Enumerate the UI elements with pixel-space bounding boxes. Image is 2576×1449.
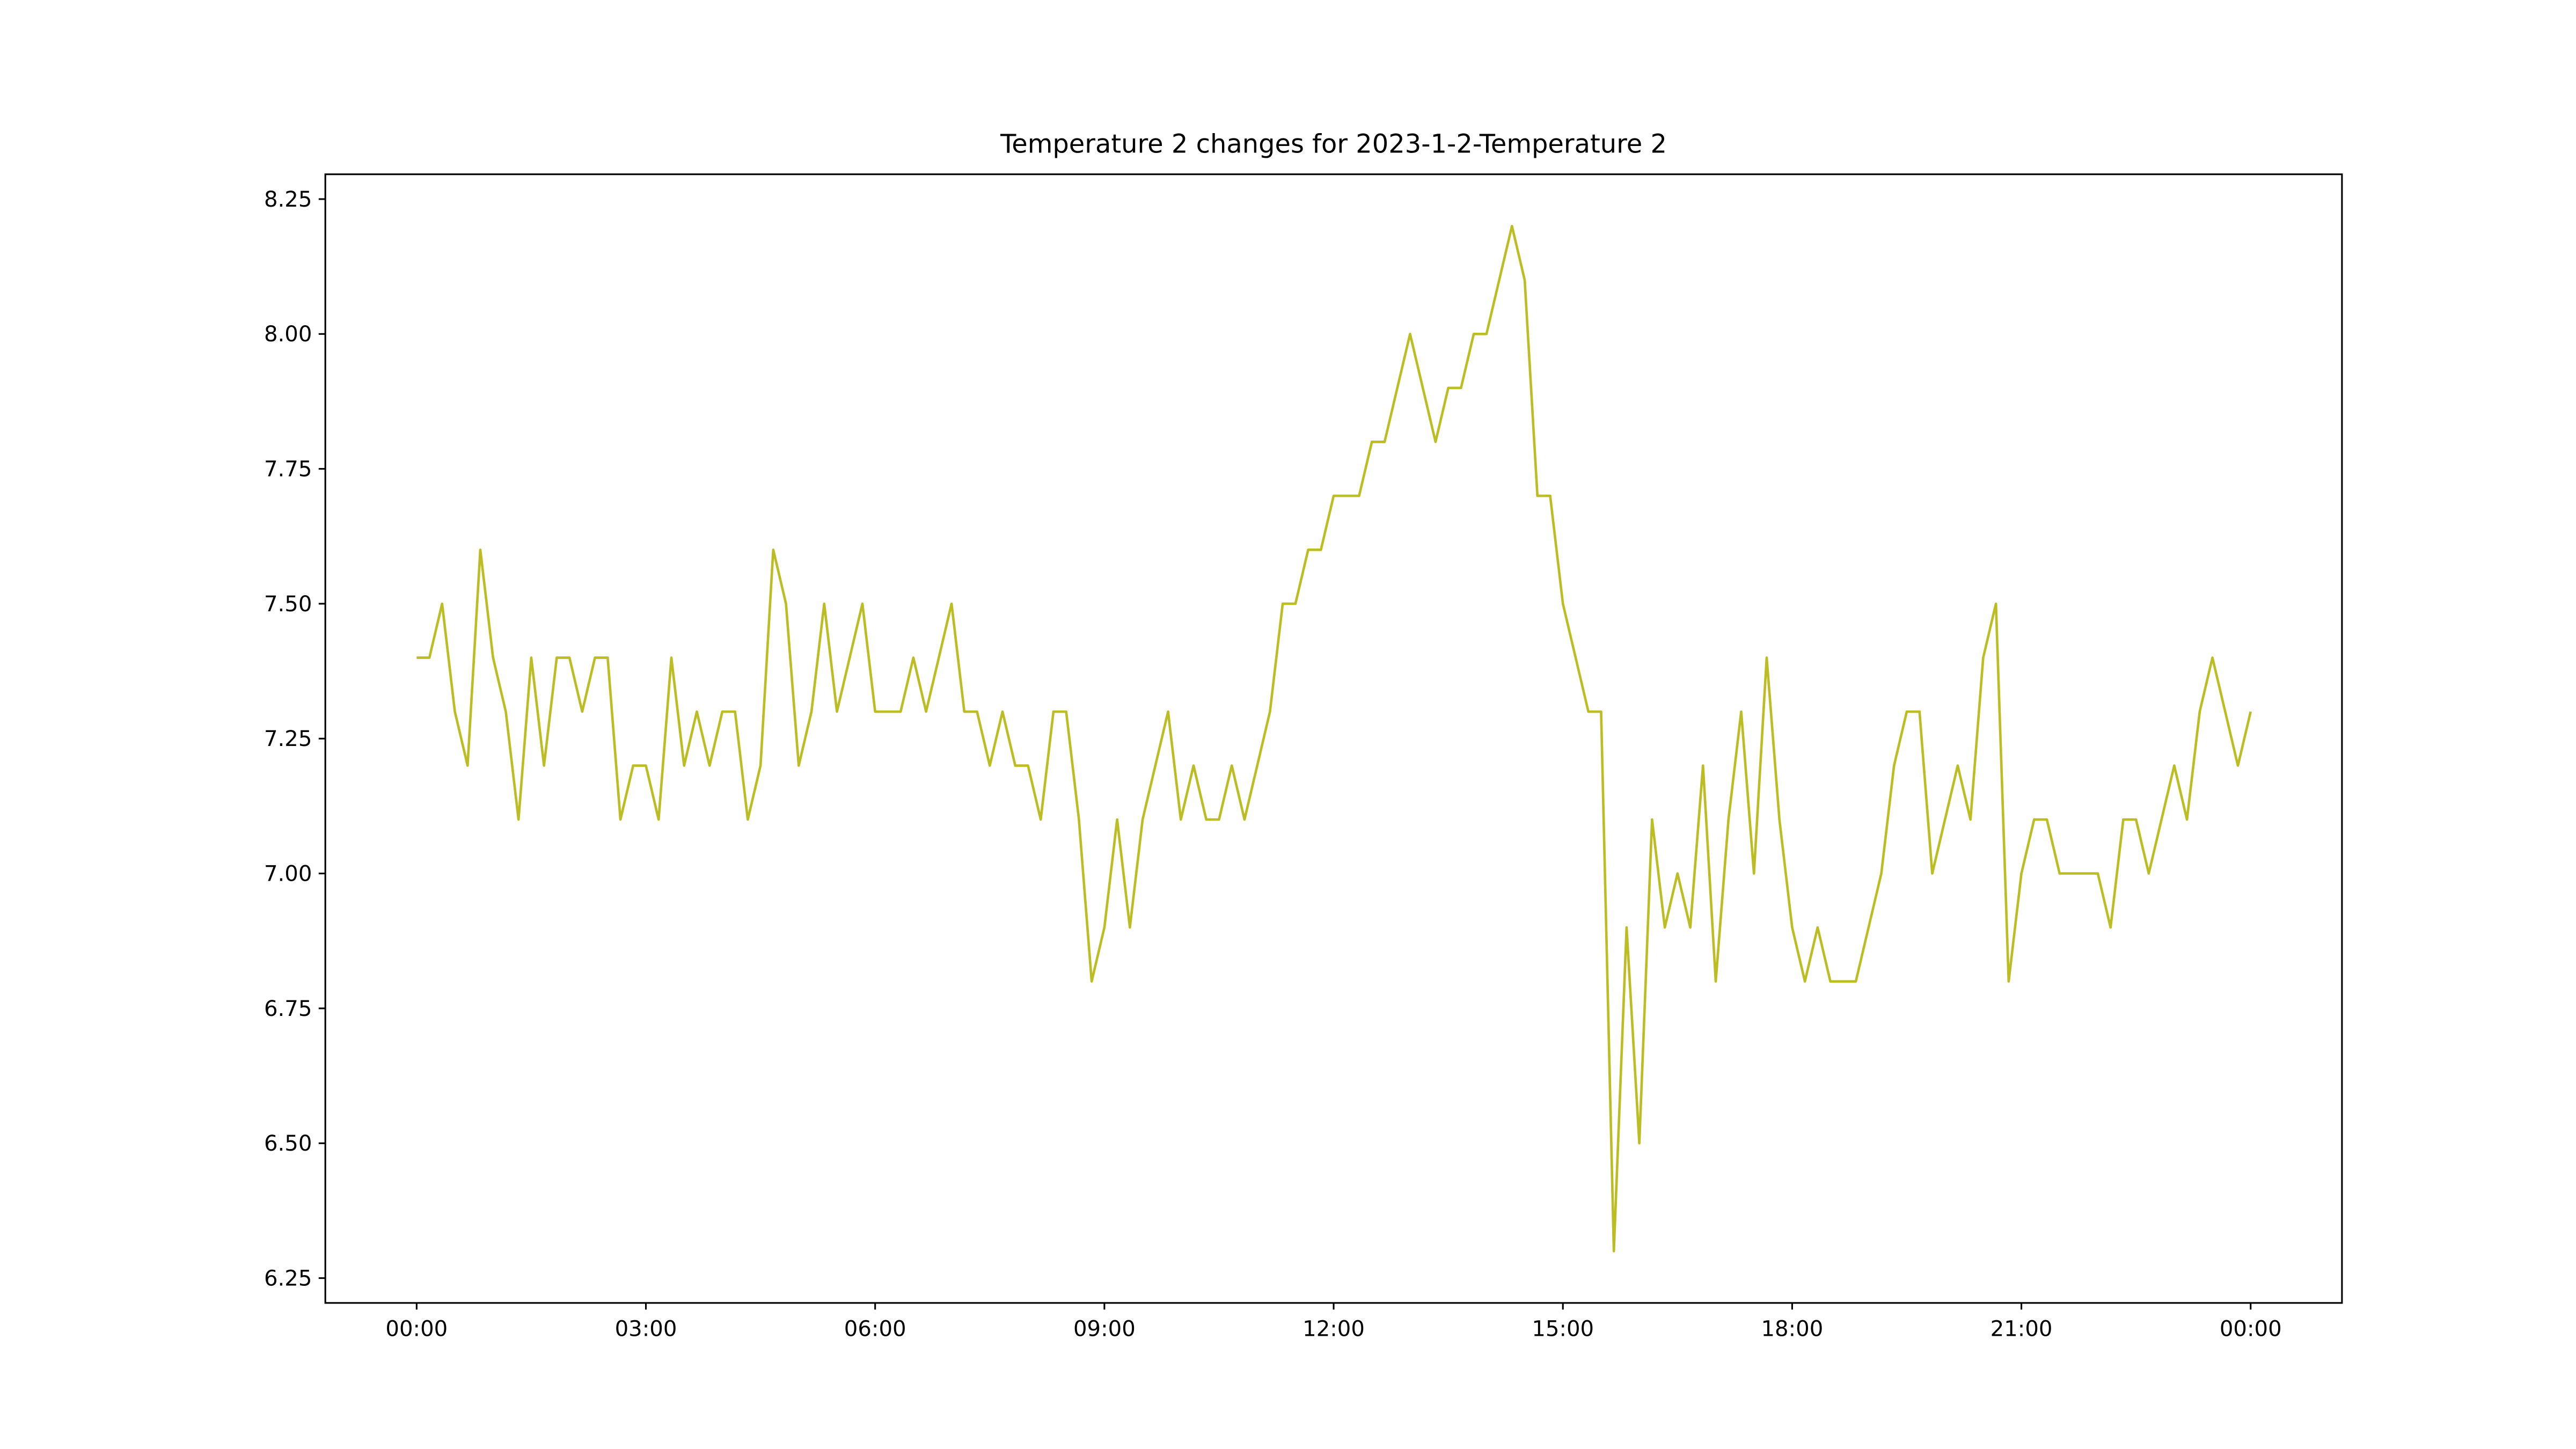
x-tick-label: 18:00 bbox=[1761, 1317, 1823, 1342]
x-tick-label: 00:00 bbox=[385, 1317, 448, 1342]
y-tick-label: 6.75 bbox=[264, 997, 312, 1021]
x-tick-label: 06:00 bbox=[844, 1317, 906, 1342]
chart-title: Temperature 2 changes for 2023-1-2-Tempe… bbox=[1000, 130, 1667, 159]
x-tick-label: 09:00 bbox=[1073, 1317, 1136, 1342]
plot-frame bbox=[324, 173, 2343, 1304]
x-tick-label: 15:00 bbox=[1532, 1317, 1594, 1342]
x-tick-label: 21:00 bbox=[1990, 1317, 2053, 1342]
y-tick-label: 7.00 bbox=[264, 862, 312, 887]
x-tick-label: 00:00 bbox=[2220, 1317, 2282, 1342]
y-tick-label: 7.50 bbox=[264, 592, 312, 617]
y-tick-label: 8.25 bbox=[264, 187, 312, 212]
x-tick-label: 03:00 bbox=[615, 1317, 677, 1342]
data-line bbox=[416, 224, 2252, 1253]
y-tick-label: 6.50 bbox=[264, 1131, 312, 1156]
x-tick-label: 12:00 bbox=[1302, 1317, 1365, 1342]
y-tick-label: 8.00 bbox=[264, 322, 312, 347]
y-tick-label: 7.75 bbox=[264, 457, 312, 482]
y-tick-label: 7.25 bbox=[264, 727, 312, 751]
y-tick-label: 6.25 bbox=[264, 1267, 312, 1291]
